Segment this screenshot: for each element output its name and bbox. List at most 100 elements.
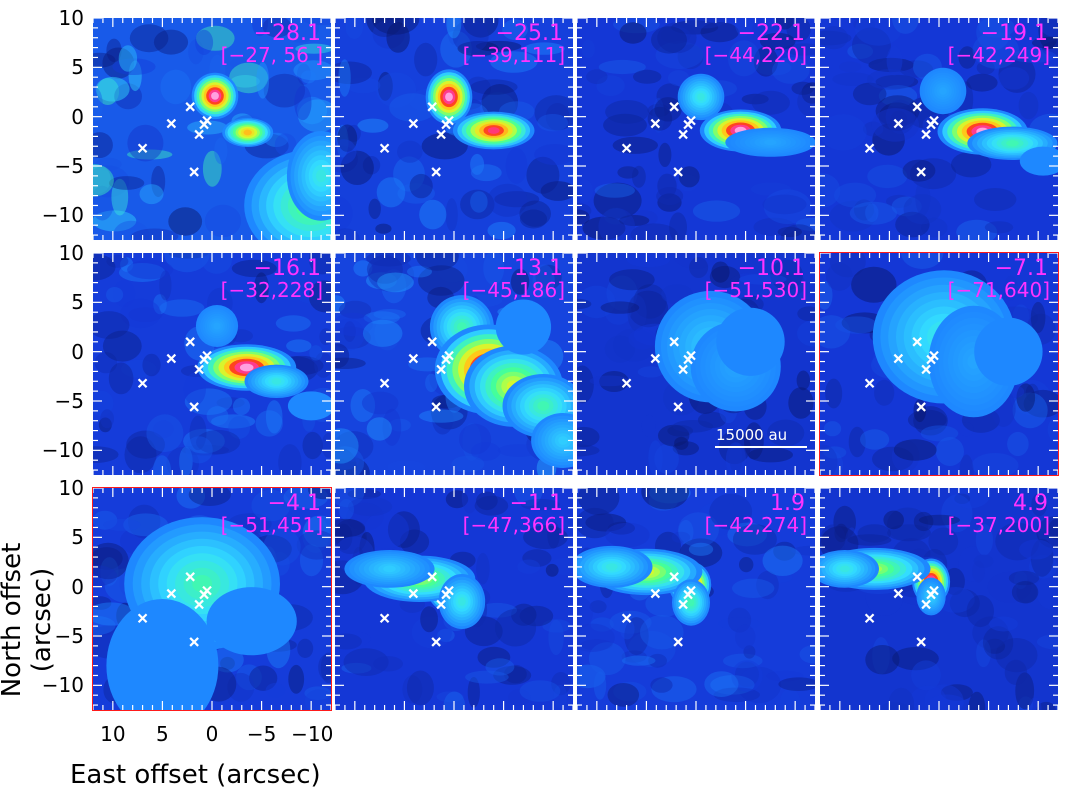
noise-blob	[103, 331, 142, 362]
noise-blob	[407, 671, 434, 706]
noise-blob	[835, 316, 878, 333]
range-label: [−42,249]	[948, 44, 1050, 66]
noise-blob	[656, 187, 683, 205]
noise-blob	[140, 184, 164, 204]
noise-blob	[214, 138, 227, 165]
noise-blob	[506, 148, 528, 184]
emission-contour	[764, 139, 777, 145]
noise-blob	[739, 557, 753, 572]
noise-blob	[658, 143, 671, 167]
noise-blob	[109, 363, 134, 395]
noise-blob	[348, 497, 392, 516]
noise-blob	[419, 200, 446, 230]
emission-contour	[458, 597, 466, 606]
noise-blob	[369, 199, 381, 219]
noise-blob	[867, 165, 907, 188]
emission-contour	[496, 300, 551, 355]
emission-contour	[840, 566, 850, 573]
noise-blob	[608, 683, 640, 707]
y-tick-label: 10	[24, 6, 84, 30]
noise-blob	[642, 415, 656, 437]
noise-blob	[377, 177, 406, 207]
noise-blob	[904, 194, 942, 224]
noise-blob	[373, 656, 403, 671]
noise-blob	[820, 114, 867, 150]
noise-blob	[119, 45, 137, 72]
channel-panel: −19.1 [−42,249]	[820, 18, 1058, 240]
noise-blob	[605, 100, 649, 124]
noise-blob	[1012, 581, 1038, 603]
y-tick-label: −5	[24, 389, 84, 413]
emission-contour	[316, 170, 326, 183]
emission-contour	[383, 566, 396, 573]
noise-blob	[613, 137, 658, 154]
emission-contour	[697, 93, 705, 101]
noise-blob	[288, 665, 304, 694]
y-tick-label: −10	[24, 203, 84, 227]
noise-blob	[689, 257, 708, 278]
noise-blob	[998, 67, 1029, 90]
noise-blob	[276, 315, 311, 331]
noise-blob	[303, 432, 323, 459]
noise-blob	[860, 429, 889, 449]
y-tick-label: 5	[24, 290, 84, 314]
noise-blob	[839, 62, 861, 73]
channel-panel: −7.1 [−71,640]	[820, 253, 1058, 475]
range-label: [−39,111]	[463, 44, 565, 66]
noise-blob	[974, 555, 994, 568]
emission-contour	[272, 378, 282, 384]
noise-blob	[465, 671, 509, 684]
noise-blob	[294, 86, 311, 121]
channel-panel: −22.1 [−44,220]	[577, 18, 815, 240]
x-tick-label: 5	[142, 722, 182, 746]
noise-blob	[357, 119, 388, 133]
x-tick-label: −10	[291, 722, 331, 746]
range-label: [−37,200]	[948, 514, 1050, 536]
noise-blob	[689, 543, 713, 556]
noise-blob	[595, 183, 635, 198]
emission-contour	[688, 599, 695, 607]
noise-blob	[127, 260, 173, 279]
noise-blob	[266, 683, 286, 698]
noise-blob	[100, 409, 114, 428]
noise-blob	[301, 70, 316, 83]
noise-blob	[520, 680, 561, 702]
y-tick-label: 0	[24, 340, 84, 364]
noise-blob	[633, 70, 661, 84]
range-label: [−51,451]	[221, 514, 323, 536]
noise-blob	[648, 440, 662, 475]
noise-blob	[867, 69, 914, 90]
noise-blob	[763, 546, 803, 576]
noise-blob	[605, 523, 649, 548]
noise-blob	[476, 553, 489, 585]
noise-blob	[609, 269, 655, 290]
noise-blob	[367, 417, 392, 440]
emission-contour	[974, 318, 1042, 386]
emission-contour	[558, 436, 568, 445]
channel-panel: −25.1 [−39,111]	[335, 18, 573, 240]
emission-contour	[207, 587, 297, 655]
emission-contour	[445, 93, 453, 102]
noise-blob	[732, 579, 774, 598]
noise-blob	[824, 421, 841, 436]
x-tick-label: 0	[192, 722, 232, 746]
noise-blob	[488, 222, 516, 239]
noise-blob	[519, 201, 551, 227]
noise-blob	[865, 645, 899, 674]
y-tick-label: 10	[24, 476, 84, 500]
noise-blob	[632, 166, 646, 188]
noise-blob	[858, 524, 891, 542]
noise-blob	[582, 40, 595, 58]
noise-blob	[546, 564, 559, 577]
noise-blob	[106, 287, 123, 302]
noise-blob	[160, 70, 191, 105]
range-label: [−51,530]	[705, 279, 807, 301]
range-label: [−47,366]	[463, 514, 565, 536]
channel-panel: −13.1 [−45,186]	[335, 253, 573, 475]
y-tick-label: 0	[24, 105, 84, 129]
noise-blob	[153, 420, 174, 438]
emission-contour	[1006, 140, 1019, 146]
noise-blob	[420, 606, 438, 632]
noise-blob	[622, 656, 656, 666]
scale-bar-label: 15000 au	[716, 426, 787, 444]
